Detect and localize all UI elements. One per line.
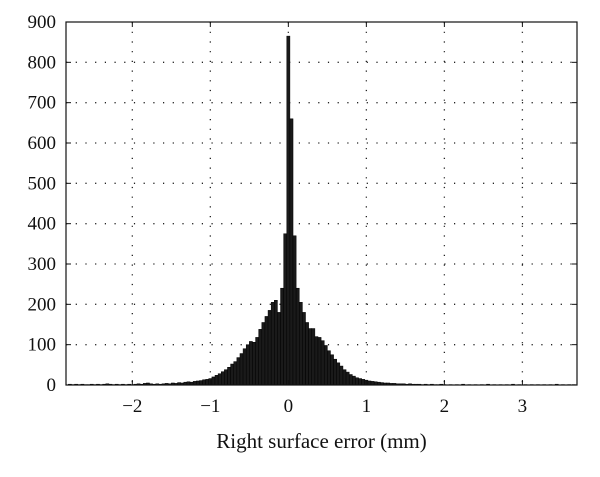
y-tick-label: 900: [28, 12, 57, 33]
y-tick-label: 700: [28, 93, 57, 114]
histogram-bar: [283, 233, 288, 386]
histogram-bar: [267, 310, 272, 386]
x-tick-label: 0: [284, 396, 294, 417]
histogram-bar: [258, 329, 263, 386]
histogram-bar: [333, 358, 337, 386]
y-tick-label: 800: [28, 52, 57, 73]
x-tick-label: 2: [440, 396, 450, 417]
histogram-bars: [68, 35, 576, 386]
histogram-bar: [280, 287, 284, 386]
histogram-bar: [289, 118, 294, 386]
histogram-bar: [355, 377, 359, 386]
histogram-bar: [339, 365, 344, 386]
histogram-bar: [352, 375, 356, 386]
histogram-bar: [199, 380, 203, 386]
histogram-bar: [336, 362, 341, 386]
y-tick-label: 100: [28, 335, 57, 356]
x-tick-label: −2: [122, 396, 142, 417]
x-tick-label: −1: [200, 396, 220, 417]
plot-frame: [65, 21, 578, 386]
histogram-bar: [358, 378, 362, 386]
axis-ticks: [66, 21, 577, 386]
y-tick-label: 200: [28, 294, 57, 315]
y-tick-label: 500: [28, 173, 57, 194]
histogram-bar: [308, 328, 312, 386]
histogram-bar: [345, 371, 350, 386]
histogram-bar: [196, 380, 200, 386]
histogram-bar: [295, 287, 300, 386]
histogram-bar: [299, 302, 303, 386]
histogram-bar: [367, 380, 372, 386]
histogram-bar: [239, 353, 244, 386]
histogram-bar: [330, 354, 334, 386]
histogram-bar: [255, 337, 259, 386]
histogram-bar: [230, 363, 234, 386]
y-tick-label: 300: [28, 254, 57, 275]
y-tick-label: 0: [47, 375, 57, 396]
histogram-bar: [264, 316, 269, 386]
y-tick-labels: 0 100 200 300 400 500 600 700 800 900: [28, 12, 57, 396]
histogram-bar: [245, 344, 250, 386]
histogram-bar: [202, 379, 206, 386]
grid-lines: [66, 22, 577, 385]
histogram-bar: [249, 341, 253, 386]
histogram-bar: [317, 337, 322, 386]
histogram-bar: [286, 35, 291, 386]
histogram-bar: [252, 341, 256, 386]
histogram-bar: [274, 300, 278, 386]
histogram-bar: [292, 235, 297, 386]
y-tick-label: 600: [28, 133, 57, 154]
histogram-bar: [323, 345, 328, 386]
histogram-bar: [361, 379, 366, 386]
y-tick-label: 400: [28, 214, 57, 235]
histogram-bar: [348, 374, 353, 386]
histogram-bar: [224, 369, 228, 386]
histogram-bar: [227, 367, 231, 386]
histogram-bar: [277, 312, 281, 386]
histogram-bar: [214, 375, 219, 386]
histogram-bar: [302, 312, 306, 386]
histogram-bar: [261, 322, 266, 386]
x-axis-label: Right surface error (mm): [216, 429, 427, 453]
histogram-bar: [211, 376, 216, 386]
histogram-bar: [305, 322, 309, 386]
histogram-bar: [205, 379, 210, 386]
histogram-bar: [221, 371, 225, 386]
histogram-bar: [314, 336, 319, 386]
x-tick-label: 1: [362, 396, 372, 417]
histogram-bar: [270, 302, 275, 386]
histogram-bar: [236, 357, 241, 386]
histogram-bar: [217, 373, 222, 386]
x-tick-label: 3: [518, 396, 528, 417]
histogram-bar: [242, 348, 247, 386]
histogram-bar: [327, 350, 331, 386]
x-tick-labels: −2 −1 0 1 2 3: [122, 396, 527, 417]
histogram-bar: [320, 340, 325, 386]
histogram-bar: [311, 328, 316, 386]
histogram-bar: [342, 369, 347, 386]
histogram-bar: [233, 361, 238, 386]
